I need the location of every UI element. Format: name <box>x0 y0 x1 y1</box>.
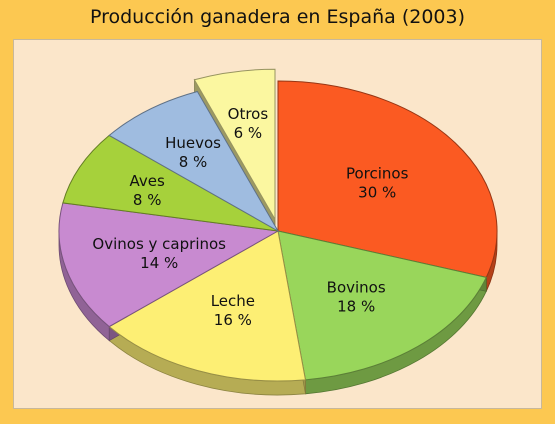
chart-title: Producción ganadera en España (2003) <box>89 6 466 28</box>
slice-value-huevos: 8 % <box>179 153 208 171</box>
slice-huevos <box>108 90 280 233</box>
slice-porcinos <box>277 80 498 278</box>
pie-tops <box>58 68 498 382</box>
slice-label-otros: Otros <box>228 105 269 123</box>
slice-aves <box>62 134 279 232</box>
slice-otros <box>193 68 276 222</box>
slice-bovinos <box>277 230 488 381</box>
slice-value-aves: 8 % <box>133 191 162 209</box>
slice-label-aves: Aves <box>130 172 165 190</box>
slice-leche <box>108 230 307 382</box>
slice-label-leche: Leche <box>211 292 255 310</box>
slice-value-bovinos: 18 % <box>337 298 375 316</box>
slice-value-leche: 16 % <box>214 311 252 329</box>
slice-label-ovinos-y-caprinos: Ovinos y caprinos <box>92 235 226 253</box>
slice-value-porcinos: 30 % <box>358 184 396 202</box>
slice-label-huevos: Huevos <box>165 134 221 152</box>
slice-value-ovinos-y-caprinos: 14 % <box>140 254 178 272</box>
slice-label-porcinos: Porcinos <box>346 165 409 183</box>
slice-value-otros: 6 % <box>234 124 263 142</box>
slice-label-bovinos: Bovinos <box>327 279 386 297</box>
slice-ovinos-y-caprinos <box>58 202 280 328</box>
